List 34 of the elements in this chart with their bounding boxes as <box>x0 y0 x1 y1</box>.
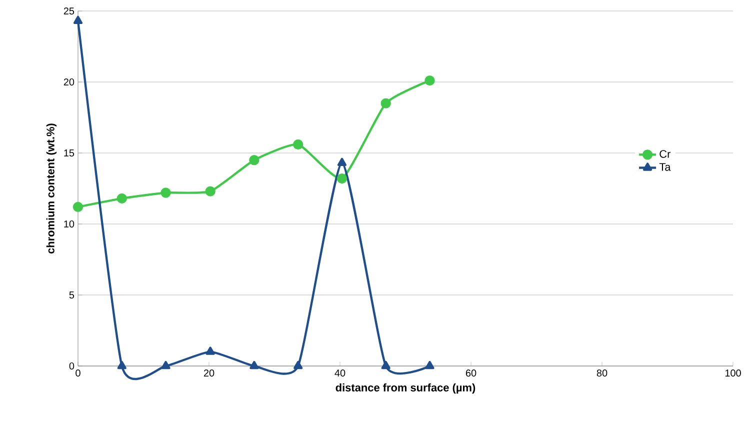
point <box>425 360 434 370</box>
point <box>380 98 391 108</box>
y-tick-label: 15 <box>64 150 74 156</box>
point <box>293 139 304 150</box>
point <box>73 16 83 24</box>
legend-label: Ta <box>659 163 671 171</box>
x-tick-label: 80 <box>596 370 608 377</box>
y-tick-label: 5 <box>69 292 74 298</box>
legend-label: Cr <box>660 150 671 158</box>
point <box>116 193 127 204</box>
point <box>160 188 171 198</box>
x-tick-label: 100 <box>725 370 741 377</box>
y-tick-label: 20 <box>64 78 74 86</box>
point <box>336 173 348 184</box>
y-tick-label: 0 <box>69 362 74 370</box>
point <box>117 360 126 370</box>
y-tick-label: 10 <box>64 220 74 228</box>
x-tick-label: 60 <box>466 370 476 377</box>
point <box>249 155 260 166</box>
x-tick-label: 0 <box>76 370 80 377</box>
point <box>424 75 435 86</box>
x-tick-label: 40 <box>334 370 346 377</box>
point <box>250 360 259 370</box>
point <box>205 186 216 196</box>
x-tick-label: 20 <box>204 370 214 377</box>
point <box>72 202 84 212</box>
y-axis-title: chromium content (wt.%) <box>46 124 57 254</box>
y-tick-label: 25 <box>64 7 74 15</box>
point <box>161 360 170 370</box>
x-axis-title: distance from surface (µm) <box>336 383 476 394</box>
point <box>294 360 303 370</box>
point <box>337 158 347 166</box>
point <box>381 360 390 370</box>
point <box>206 346 215 355</box>
